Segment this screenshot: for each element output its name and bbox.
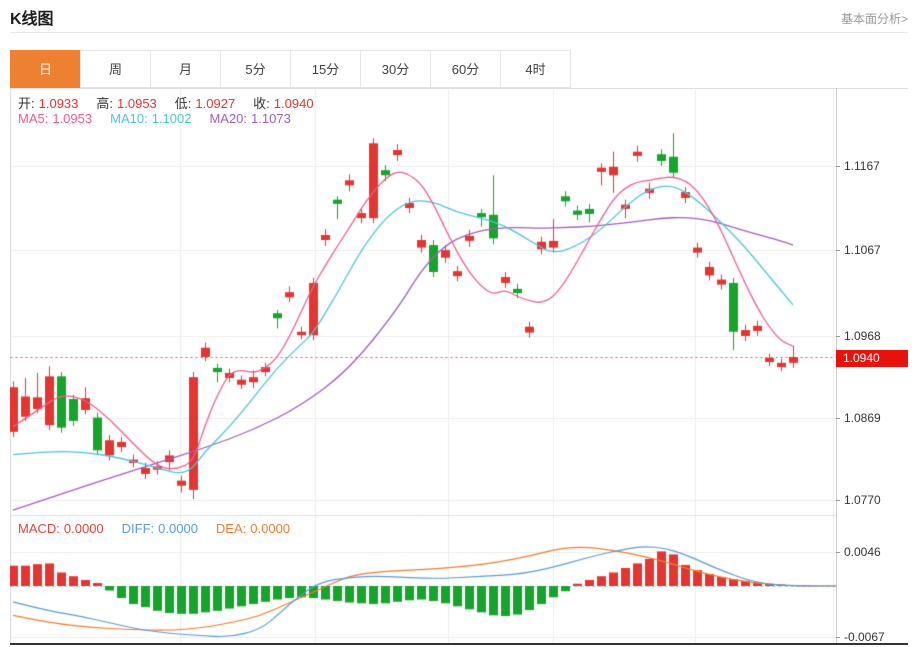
ma-readout-item: MA10: 1.1002	[110, 111, 195, 126]
macd-readout-item: MACD: 0.0000	[18, 521, 108, 536]
ma-readout-item: MA20: 1.1073	[209, 111, 294, 126]
ma-readout: MA5: 1.0953 MA10: 1.1002 MA20: 1.1073	[18, 111, 309, 126]
readout-value: 1.0927	[195, 96, 236, 111]
axis-tick-label: 1.0968	[836, 328, 881, 344]
readout-value: 1.0953	[52, 111, 93, 126]
ma-readout-item: MA5: 1.0953	[18, 111, 96, 126]
tab-day[interactable]: 日	[10, 50, 81, 88]
readout-label: MA20:	[209, 111, 248, 126]
price-axis: 1.0940 1.1167 1.1067 1.0968 1.0869 1.0770 0.0…	[836, 88, 908, 645]
axis-tick-label: 1.0770	[836, 492, 881, 508]
ohlc-readout-item: 高: 1.0953	[96, 96, 160, 111]
panel-bottom-border	[10, 643, 908, 645]
readout-label: 收:	[253, 96, 270, 111]
tab-week[interactable]: 周	[80, 50, 151, 88]
readout-value: 0.0000	[250, 521, 291, 536]
header-divider	[10, 32, 908, 33]
readout-value: 1.0933	[38, 96, 79, 111]
axis-tick-label: 0.0046	[836, 544, 881, 560]
readout-label: DIFF:	[121, 521, 155, 536]
readout-value: 1.1073	[251, 111, 291, 126]
tab-15min[interactable]: 15分	[290, 50, 361, 88]
macd-readout-item: DIFF: 0.0000	[122, 521, 202, 536]
tab-5min[interactable]: 5分	[220, 50, 291, 88]
readout-value: 1.0953	[117, 96, 157, 111]
ohlc-readout: 开: 1.0933 高: 1.0953 低: 1.0927 收: 1.0940	[18, 93, 332, 112]
tab-30min[interactable]: 30分	[360, 50, 431, 88]
readout-label: 高:	[96, 96, 114, 111]
last-price-badge: 1.0940	[836, 350, 908, 367]
readout-value: 0.0000	[63, 521, 104, 536]
axis-tick-label: 1.1067	[836, 242, 881, 258]
tab-60min[interactable]: 60分	[430, 50, 501, 88]
ohlc-readout-item: 低: 1.0927	[175, 96, 239, 111]
readout-label: DEA:	[215, 521, 247, 536]
tab-4hour[interactable]: 4时	[500, 50, 571, 88]
readout-label: 低:	[174, 96, 192, 111]
axis-tick-label: 1.0869	[836, 410, 881, 426]
axis-tick-label: 1.1167	[836, 158, 880, 174]
readout-label: MA10:	[110, 111, 148, 126]
readout-value: 1.1002	[151, 111, 192, 126]
page-title: K线图	[10, 11, 54, 28]
tab-month[interactable]: 月	[150, 50, 221, 88]
kline-macd-canvas[interactable]	[10, 88, 836, 643]
macd-readout: MACD: 0.0000 DIFF: 0.0000 DEA: 0.0000	[18, 521, 308, 536]
readout-label: MA5:	[18, 111, 49, 126]
macd-readout-item: DEA: 0.0000	[216, 521, 294, 536]
readout-value: 1.0940	[273, 96, 314, 111]
readout-label: MACD:	[18, 521, 60, 536]
ohlc-readout-item: 开: 1.0933	[18, 96, 82, 111]
axis-tick-label: -0.0067	[836, 629, 885, 645]
ohlc-readout-item: 收: 1.0940	[253, 96, 317, 111]
fundamental-analysis-link[interactable]: 基本面分析>	[840, 12, 908, 26]
readout-value: 0.0000	[158, 521, 198, 536]
readout-label: 开:	[18, 96, 35, 111]
period-tab-bar: 日周月 5分 15分 30分 60分 4时	[10, 50, 571, 88]
